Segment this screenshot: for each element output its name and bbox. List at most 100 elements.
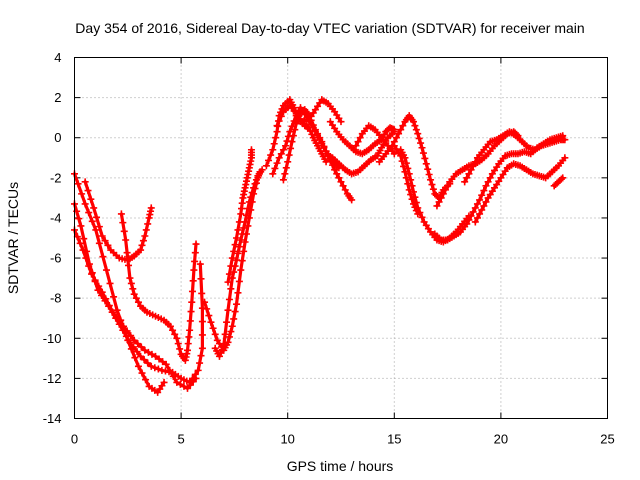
series-sat-track-23 (352, 122, 398, 158)
data-point (471, 158, 479, 166)
series-sat-track-3 (71, 226, 200, 392)
data-point (119, 219, 127, 227)
data-point (247, 193, 255, 201)
data-point (92, 226, 100, 234)
data-point (463, 174, 471, 182)
series-sat-track-16 (390, 142, 422, 218)
series-line (433, 134, 565, 242)
data-point (244, 205, 252, 213)
data-point (270, 140, 278, 148)
data-point (98, 288, 106, 296)
data-point (173, 378, 181, 386)
data-point (142, 376, 150, 384)
data-point (281, 170, 289, 178)
data-point (113, 306, 121, 314)
data-point (354, 138, 362, 146)
data-point (258, 166, 266, 174)
data-point (271, 164, 279, 172)
data-point (196, 359, 204, 367)
data-point (318, 138, 326, 146)
data-point (241, 238, 249, 246)
data-point (186, 317, 194, 325)
data-point (465, 170, 473, 178)
data-point (275, 117, 283, 125)
series-sat-track-5 (117, 210, 200, 364)
data-point (88, 217, 96, 225)
data-point (189, 277, 197, 285)
data-point (397, 126, 405, 134)
data-point (98, 232, 106, 240)
data-point (198, 289, 206, 297)
data-point (141, 232, 149, 240)
data-point (405, 186, 413, 194)
data-point (311, 126, 319, 134)
data-point (126, 338, 134, 346)
data-point (282, 164, 290, 172)
x-tick-label: 25 (600, 432, 614, 447)
data-point (559, 132, 567, 140)
data-point (279, 146, 287, 154)
data-point (292, 120, 300, 128)
data-point (561, 154, 569, 162)
x-axis-label: GPS time / hours (287, 458, 394, 474)
data-point (248, 189, 256, 197)
data-point (166, 322, 174, 330)
data-point (224, 306, 232, 314)
y-tick-label: -10 (43, 331, 62, 346)
data-point (105, 302, 113, 310)
data-point (228, 322, 236, 330)
data-point (120, 322, 128, 330)
data-point (407, 191, 415, 199)
data-point (409, 118, 417, 126)
data-point (234, 249, 242, 257)
data-point (130, 290, 138, 298)
data-point (287, 144, 295, 152)
data-point (224, 278, 232, 286)
data-point (328, 161, 336, 169)
data-point (337, 118, 345, 126)
series-sat-track-22 (273, 96, 345, 130)
data-point (197, 352, 205, 360)
data-point (140, 356, 148, 364)
data-point (75, 215, 83, 223)
data-point (279, 176, 287, 184)
data-point (142, 226, 150, 234)
y-axis-label: SDTVAR / TECUs (5, 182, 21, 294)
x-tick-label: 0 (71, 432, 78, 447)
data-point (106, 279, 114, 287)
data-point (225, 333, 233, 341)
data-point (291, 126, 299, 134)
data-point (390, 150, 398, 158)
data-point (412, 126, 420, 134)
data-point (339, 182, 347, 190)
y-tick-label: 2 (54, 90, 61, 105)
data-point (482, 198, 490, 206)
data-point (183, 346, 191, 354)
data-point (437, 194, 445, 202)
data-point (231, 241, 239, 249)
data-point (412, 207, 420, 215)
data-point (471, 218, 479, 226)
data-point (188, 287, 196, 295)
series-sat-track-13 (322, 128, 398, 178)
data-point (235, 218, 243, 226)
data-point (123, 249, 131, 257)
data-point (444, 182, 452, 190)
data-point (127, 332, 135, 340)
y-tick-label: -2 (50, 170, 62, 185)
data-point (461, 178, 469, 186)
data-point (160, 378, 168, 386)
data-point (217, 349, 225, 357)
data-point (176, 345, 184, 353)
data-point (356, 134, 364, 142)
data-point (148, 350, 156, 358)
data-point (425, 170, 433, 178)
data-point (411, 122, 419, 130)
x-tick-label: 20 (494, 432, 508, 447)
data-point (129, 343, 137, 351)
data-point (471, 204, 479, 212)
data-point (147, 204, 155, 212)
data-point (418, 144, 426, 152)
data-point (88, 270, 96, 278)
data-point (417, 139, 425, 147)
